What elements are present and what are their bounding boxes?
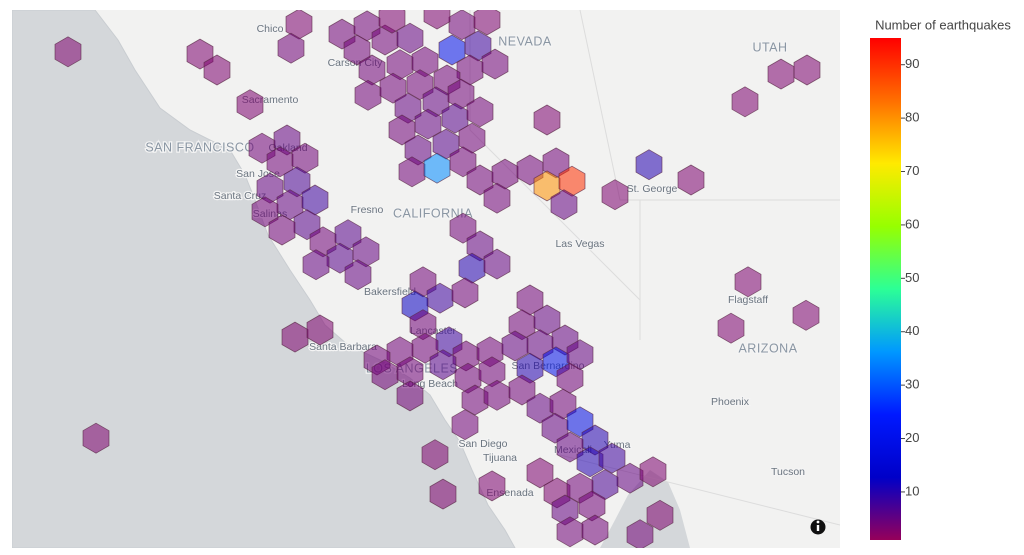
colorbar-tick-label: 70: [905, 163, 919, 178]
hexbin: [268, 214, 296, 246]
hexbin: [526, 457, 554, 489]
hexbin: [731, 86, 759, 118]
hexbin: [792, 299, 820, 331]
gulf: [600, 470, 690, 548]
hexbin: [601, 179, 629, 211]
map-label: ARIZONA: [738, 341, 797, 355]
colorbar-tick-label: 60: [905, 216, 919, 231]
map-label: Santa Cruz: [214, 190, 267, 202]
colorbar-tick-label: 80: [905, 110, 919, 125]
hexbin: [550, 189, 578, 221]
hexbin: [203, 54, 231, 86]
map-label: NEVADA: [498, 34, 552, 48]
hexbin: [449, 146, 477, 178]
map-label: Bakersfield: [364, 286, 416, 298]
hexbin: [598, 442, 626, 474]
map-label: Las Vegas: [555, 238, 604, 250]
hexbin: [236, 89, 264, 121]
colorbar-tick-label: 90: [905, 56, 919, 71]
hexbin: [717, 312, 745, 344]
map-label: Tucson: [771, 466, 805, 478]
hexbin: [251, 196, 279, 228]
hexbin: [478, 470, 506, 502]
hexbin: [481, 48, 509, 80]
hexbin: [411, 332, 439, 364]
hexbin: [501, 330, 529, 362]
hexbin: [421, 439, 449, 471]
hexbin: [306, 314, 334, 346]
map-label: SAN FRANCISCO: [145, 140, 254, 154]
colorbar-tick-label: 50: [905, 270, 919, 285]
colorbar: Number of earthquakes 10 20 30 40 50 60 70 80 90: [870, 17, 1011, 540]
hexbin: [483, 182, 511, 214]
hexbin: [302, 249, 330, 281]
colorbar-tick-label: 40: [905, 323, 919, 338]
hexbin: [82, 422, 110, 454]
hexbin: [423, 10, 451, 30]
hexbin: [429, 478, 457, 510]
hexbin: [396, 380, 424, 412]
map-label: Flagstaff: [728, 294, 768, 306]
hexbin: [54, 36, 82, 68]
map-label: Tijuana: [483, 452, 517, 464]
map-label: Phoenix: [711, 396, 750, 408]
hexbin: [449, 212, 477, 244]
map-label: Chico: [257, 23, 284, 35]
hexbin: [483, 248, 511, 280]
hexbin: [793, 54, 821, 86]
colorbar-gradient: [870, 38, 901, 540]
map-label: San Diego: [458, 438, 507, 450]
info-icon[interactable]: [810, 519, 826, 535]
hexbin: [343, 34, 371, 66]
hexbin: [734, 266, 762, 298]
hexbin: [635, 149, 663, 181]
colorbar-tick-label: 10: [905, 483, 919, 498]
hexbin: [677, 164, 705, 196]
map-label: CALIFORNIA: [393, 206, 473, 220]
hexbin: [466, 96, 494, 128]
map-label: Fresno: [351, 204, 384, 216]
hexbin: [344, 259, 372, 291]
hexbin: [451, 409, 479, 441]
hexbin: [566, 406, 594, 438]
map-label: Santa Barbara: [309, 341, 377, 353]
hexbin: [379, 72, 407, 104]
colorbar-tick-label: 20: [905, 430, 919, 445]
hexbin: [429, 349, 457, 381]
map-label: UTAH: [752, 40, 787, 54]
hexbin: [277, 32, 305, 64]
hexbin: [473, 10, 501, 36]
hexbin: [626, 519, 654, 548]
map-label: St. George: [627, 183, 678, 195]
hexbin: [533, 104, 561, 136]
hexbin: [581, 514, 609, 546]
hexbin: [508, 374, 536, 406]
hexbin: [556, 431, 584, 463]
hexbin: [646, 499, 674, 531]
colorbar-title: Number of earthquakes: [875, 17, 1011, 32]
hexbin: [639, 456, 667, 488]
hexbin: [378, 10, 406, 34]
colorbar-tick-label: 30: [905, 377, 919, 392]
hexbin: [414, 108, 442, 140]
hexbin: [451, 277, 479, 309]
